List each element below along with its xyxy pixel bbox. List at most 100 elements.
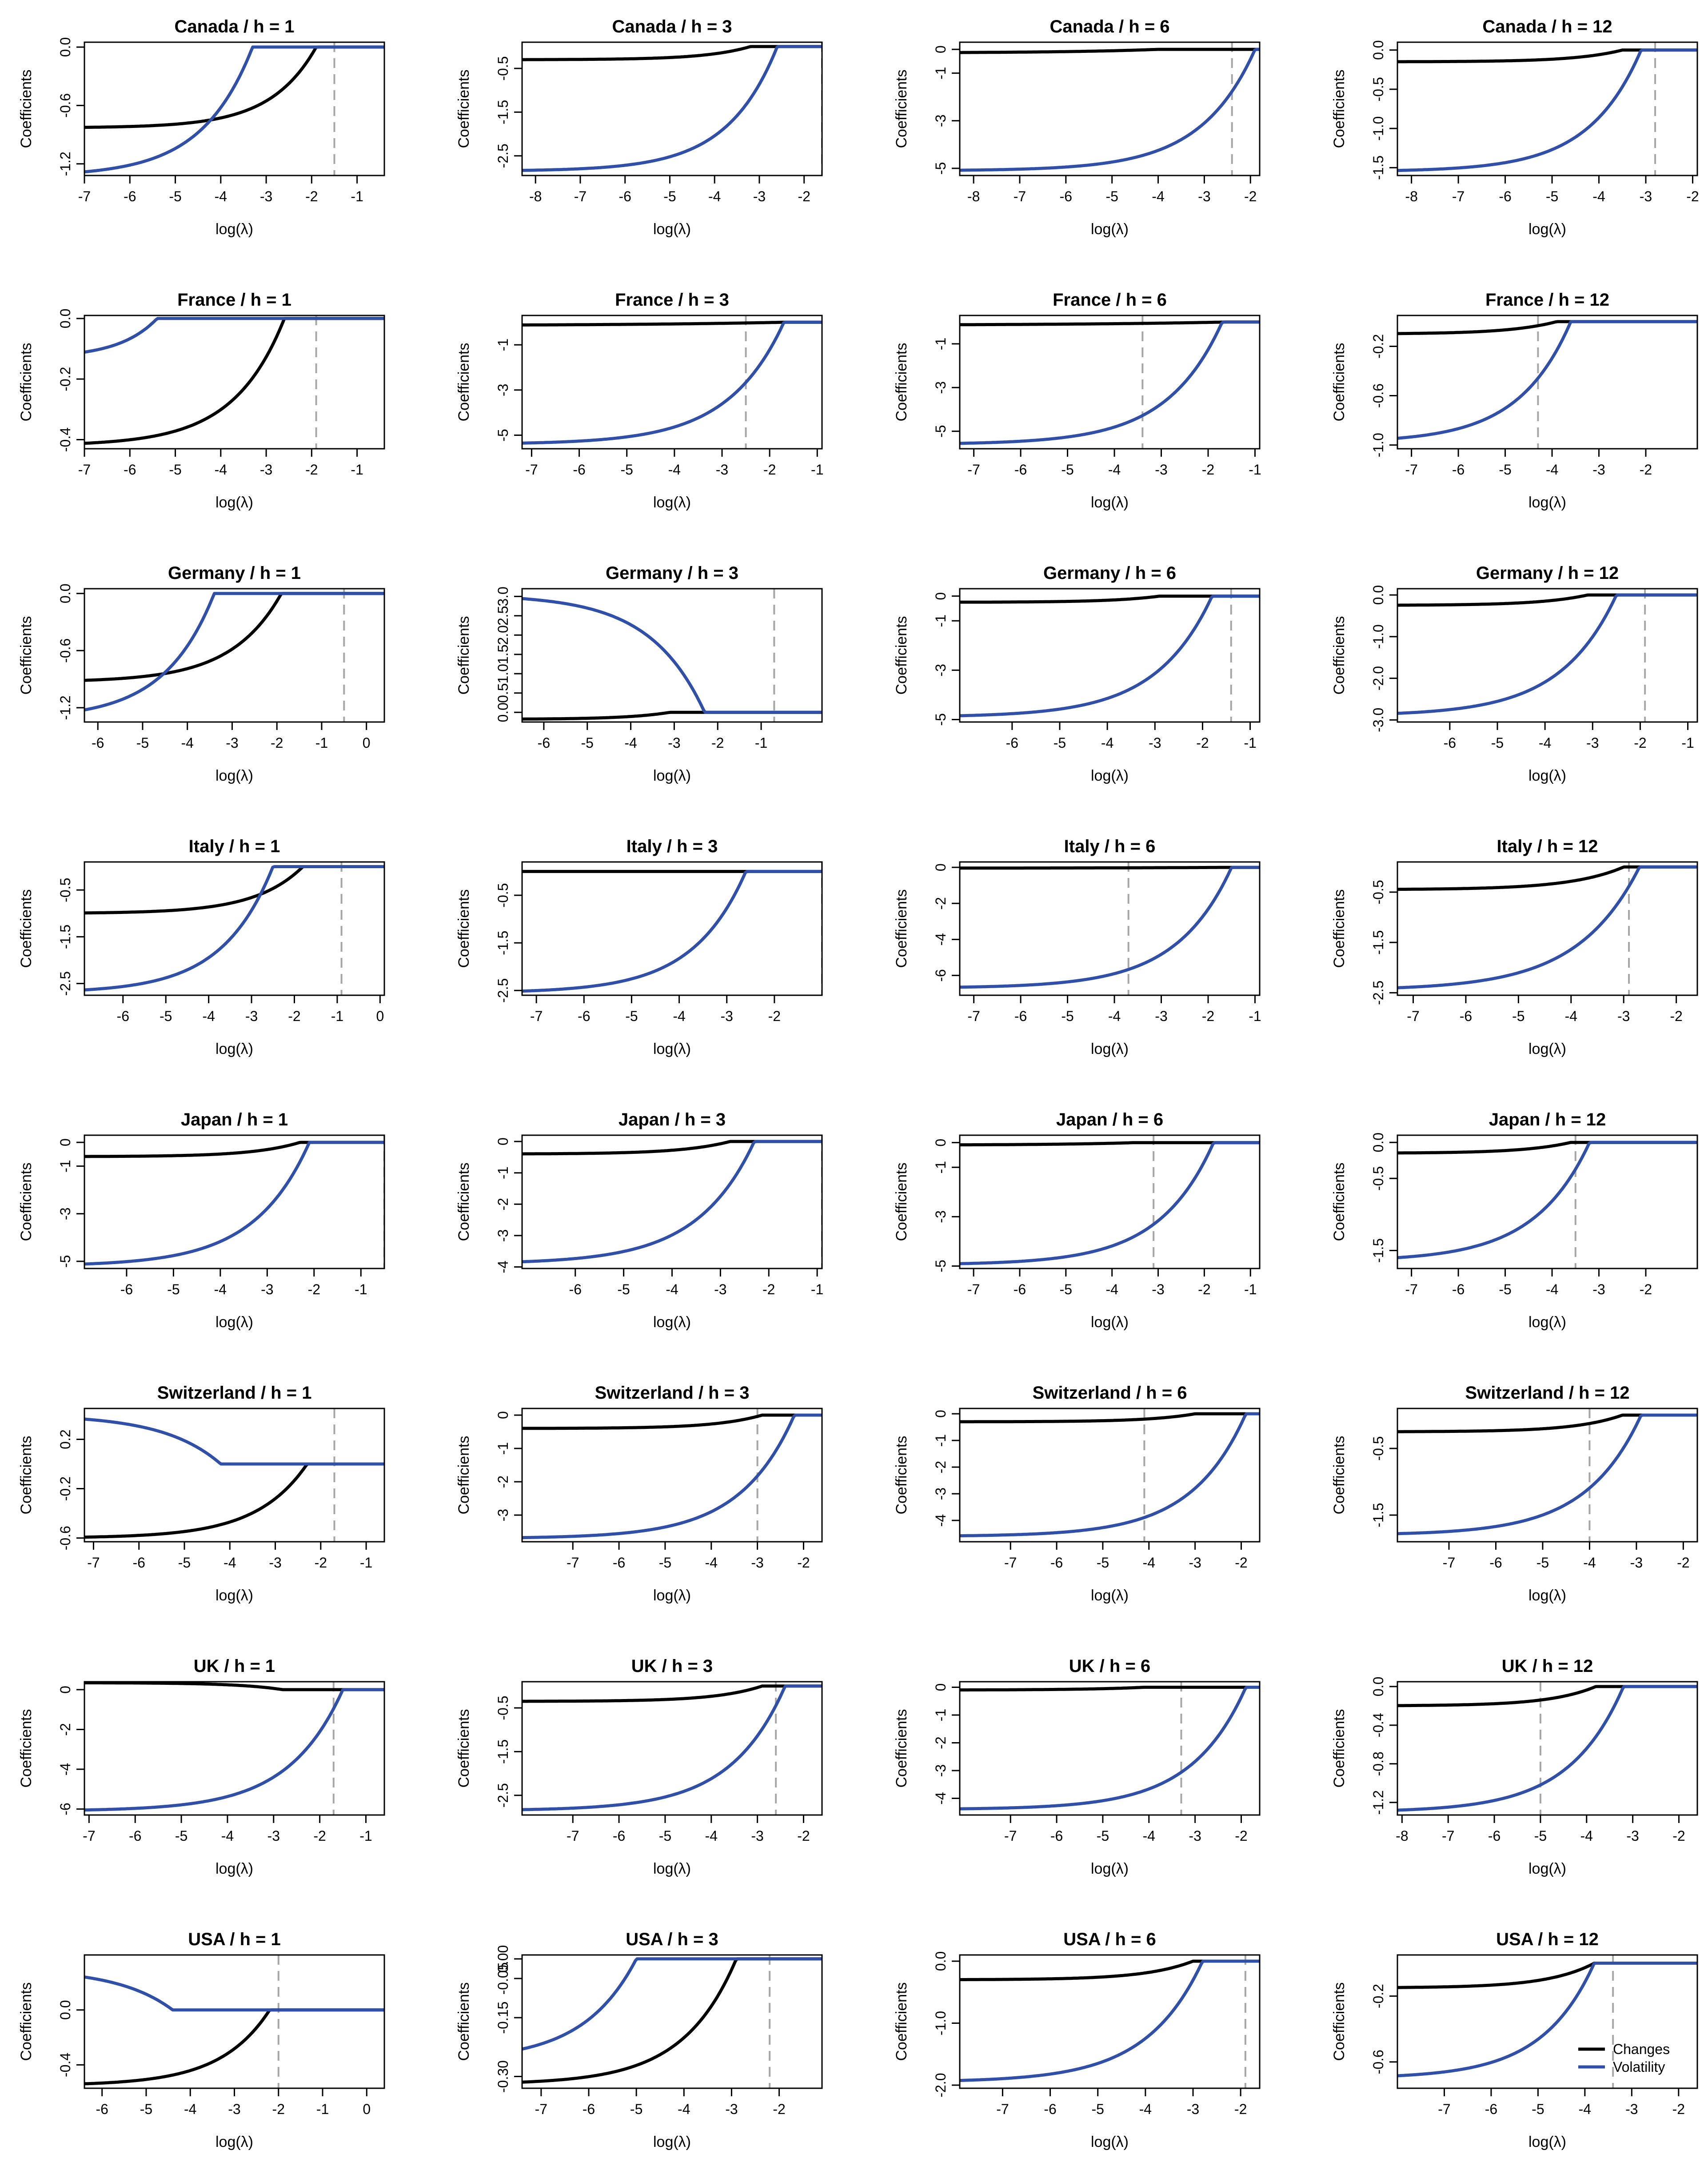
- y-tick-label: -6: [933, 969, 949, 981]
- x-tick-label: -7: [567, 1828, 579, 1844]
- x-tick-label: -6: [1014, 1008, 1027, 1024]
- x-axis-label: log(λ): [215, 1041, 253, 1057]
- series-line-changes: [522, 1957, 822, 2084]
- x-tick-label: -6: [1452, 1281, 1465, 1297]
- y-axis-label: Coefficients: [455, 1436, 472, 1514]
- x-tick-label: -8: [529, 188, 542, 204]
- y-tick-label: -1: [933, 1434, 949, 1447]
- plot-frame: [521, 41, 823, 176]
- x-axis-label: log(λ): [215, 2134, 253, 2150]
- plot-frame: [1397, 588, 1698, 723]
- panel-title: Japan / h = 12: [1489, 1110, 1606, 1129]
- x-tick-label: -3: [1198, 188, 1210, 204]
- y-tick-label: -2: [933, 897, 949, 909]
- x-tick-label: -3: [751, 1828, 763, 1844]
- y-tick-label: -3: [495, 1509, 511, 1521]
- plot-frame: [1397, 1134, 1698, 1269]
- x-tick-label: -4: [1565, 1008, 1577, 1024]
- x-tick-label: -3: [1187, 2101, 1199, 2117]
- y-tick-label: -0.2: [57, 1476, 73, 1501]
- y-tick-label: -5: [933, 162, 949, 175]
- plot-frame: [521, 1954, 823, 2089]
- series-line-changes: [960, 1959, 1260, 1981]
- x-tick-label: -2: [1235, 1555, 1247, 1571]
- y-tick-label: -0.8: [1370, 1751, 1386, 1776]
- x-tick-label: -5: [1491, 735, 1504, 751]
- y-tick-label: -1.2: [1370, 1790, 1386, 1815]
- plot-frame: [1397, 1408, 1698, 1543]
- plot-frame: [959, 315, 1261, 450]
- y-tick-label: 0.0: [57, 2000, 73, 2019]
- panel: USA / h = 6 -7 -6 -5 -4 -3 -2 0.0 -1.0 -2.0 log(λ)…: [893, 1930, 1261, 2150]
- x-tick-label: -4: [624, 735, 637, 751]
- y-tick-label: -3.0: [1370, 708, 1386, 732]
- x-tick-label: -6: [613, 1828, 625, 1844]
- x-axis-label: log(λ): [1528, 221, 1566, 238]
- panel-title: Canada / h = 1: [174, 17, 294, 36]
- y-tick-label: -1.2: [57, 152, 73, 176]
- panel-title: Germany / h = 3: [606, 563, 738, 583]
- x-tick-label: -4: [1583, 1555, 1596, 1571]
- panel-title: Italy / h = 12: [1497, 837, 1598, 856]
- x-tick-label: -8: [967, 188, 980, 204]
- series-line-changes: [522, 1684, 822, 1703]
- x-tick-label: -1: [811, 462, 823, 478]
- x-tick-label: -3: [1152, 1281, 1164, 1297]
- y-tick-label: 0.0: [1370, 1133, 1386, 1152]
- x-tick-label: -1: [1244, 1281, 1257, 1297]
- panel-title: USA / h = 1: [188, 1930, 281, 1949]
- series-line-volatility: [1397, 1962, 1697, 2078]
- x-tick-label: -1: [755, 735, 767, 751]
- series-line-volatility: [960, 1959, 1260, 2082]
- y-tick-label: 0: [933, 1683, 949, 1691]
- y-axis-label: Coefficients: [18, 1709, 35, 1787]
- y-axis-label: Coefficients: [1331, 1162, 1348, 1241]
- x-tick-label: -4: [184, 2101, 196, 2117]
- x-tick-label: -6: [1006, 735, 1018, 751]
- plot-frame: [84, 315, 385, 450]
- x-tick-label: -3: [716, 462, 728, 478]
- plot-frame: [84, 1134, 385, 1269]
- x-tick-label: -5: [625, 1008, 638, 1024]
- x-tick-label: -7: [78, 188, 91, 204]
- y-tick-label: -2: [933, 1736, 949, 1749]
- x-tick-label: -2: [1198, 1281, 1210, 1297]
- x-tick-label: -5: [1054, 735, 1066, 751]
- x-tick-label: -6: [1488, 1828, 1500, 1844]
- y-tick-label: -1.5: [1370, 1238, 1386, 1263]
- y-axis-label: Coefficients: [18, 889, 35, 968]
- series-line-changes: [1397, 865, 1697, 891]
- x-tick-label: -3: [1640, 188, 1652, 204]
- x-tick-label: -4: [1143, 1555, 1155, 1571]
- panel: Italy / h = 1 -6 -5 -4 -3 -2 -1 0 -0.5 -1.5 -2.5 lo…: [18, 837, 385, 1057]
- y-tick-label: -2: [933, 1461, 949, 1473]
- panel-title: Germany / h = 1: [168, 563, 301, 583]
- x-tick-label: -6: [583, 2101, 595, 2117]
- series-line-changes: [1397, 320, 1697, 335]
- x-tick-label: -2: [797, 1555, 810, 1571]
- plot-frame: [84, 1954, 385, 2089]
- series-line-volatility: [960, 320, 1260, 445]
- x-tick-label: -3: [751, 1555, 763, 1571]
- panel: Japan / h = 3 -6 -5 -4 -3 -2 -1 0 -1 -2 -3 -4 log(λ)…: [455, 1110, 823, 1331]
- x-tick-label: -4: [202, 1008, 215, 1024]
- y-tick-label: -4: [933, 1792, 949, 1804]
- x-tick-label: -6: [92, 735, 104, 751]
- x-axis-label: log(λ): [1091, 221, 1129, 238]
- y-axis-label: Coefficients: [18, 69, 35, 148]
- series-line-changes: [84, 865, 384, 915]
- x-tick-label: -5: [160, 1008, 172, 1024]
- x-tick-label: -7: [525, 462, 538, 478]
- x-tick-label: 0: [363, 2101, 371, 2117]
- x-axis-label: log(λ): [1528, 1587, 1566, 1604]
- y-tick-label: 0: [495, 1411, 511, 1419]
- x-tick-label: -1: [1249, 1008, 1261, 1024]
- x-tick-label: -6: [124, 188, 136, 204]
- y-tick-label: -1.5: [1370, 156, 1386, 180]
- x-tick-label: -4: [1546, 462, 1558, 478]
- series-line-changes: [84, 1462, 384, 1539]
- y-tick-label: -2.5: [1370, 981, 1386, 1005]
- panel: France / h = 3 -7 -6 -5 -4 -3 -2 -1 -1 -3 -5 log(λ)…: [455, 290, 824, 511]
- x-tick-label: -3: [1155, 1008, 1167, 1024]
- y-axis-label: Coefficients: [455, 1982, 472, 2061]
